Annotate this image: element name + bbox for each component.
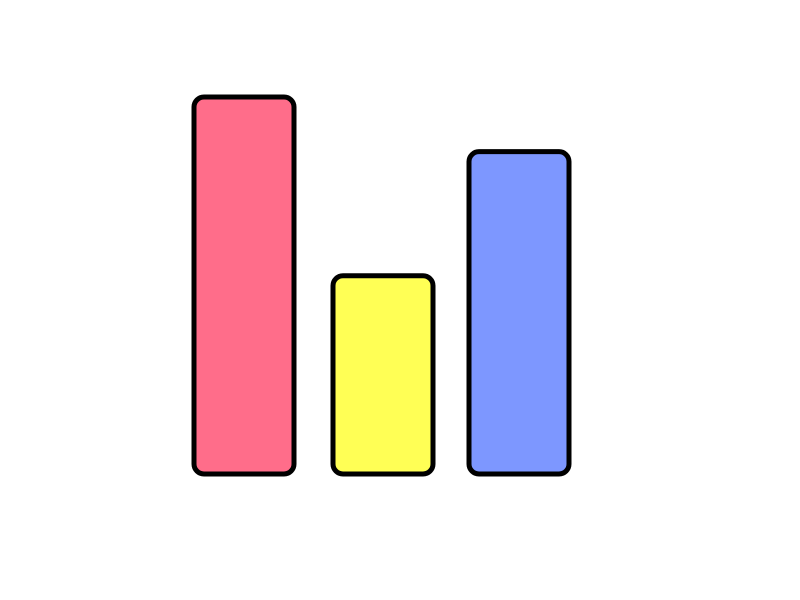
bar-1 xyxy=(191,94,297,477)
bars-group xyxy=(191,94,572,477)
bar-3 xyxy=(466,149,572,477)
bar-2 xyxy=(330,273,436,477)
